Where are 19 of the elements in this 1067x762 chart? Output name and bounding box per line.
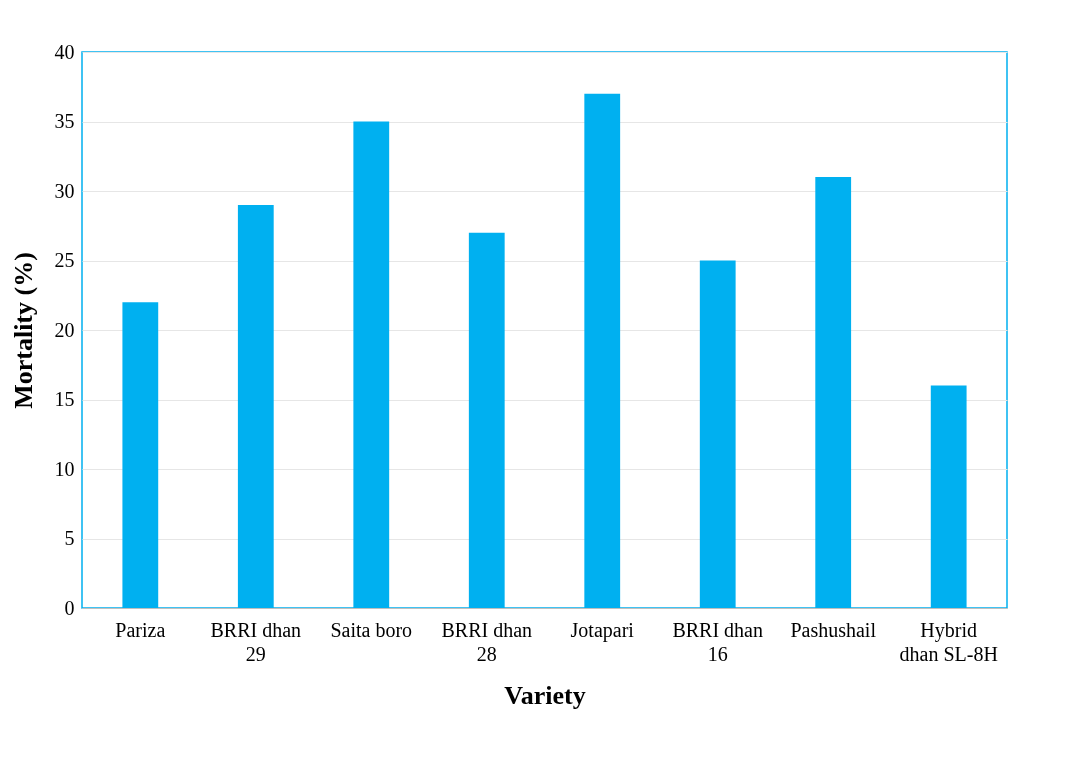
x-tick-label: Jotapari — [570, 618, 635, 642]
y-tick-label: 25 — [54, 249, 75, 271]
y-tick-label: 15 — [54, 388, 75, 410]
x-tick-label: BRRI dhan 28 — [441, 618, 533, 665]
y-tick-label: 0 — [64, 596, 75, 619]
x-axis-title: Variety — [504, 680, 586, 710]
y-tick-label: 35 — [54, 110, 75, 132]
x-tick-label: Hybrid dhan SL-8H — [899, 618, 998, 665]
y-tick-label: 30 — [54, 179, 75, 202]
y-tick-label: 10 — [54, 457, 75, 480]
y-tick-label: 20 — [54, 318, 75, 341]
x-tick-label: BRRI dhan 16 — [672, 618, 763, 665]
x-tick-label: Pariza — [115, 618, 166, 641]
x-tick-label: Saita boro — [330, 618, 413, 641]
y-tick-label: 5 — [64, 527, 75, 549]
x-tick-label: Pashushail — [790, 618, 877, 641]
x-tick-label: BRRI dhan 29 — [210, 618, 302, 665]
y-axis-title: Mortality (%) — [8, 252, 38, 409]
y-tick-label: 40 — [54, 40, 75, 63]
